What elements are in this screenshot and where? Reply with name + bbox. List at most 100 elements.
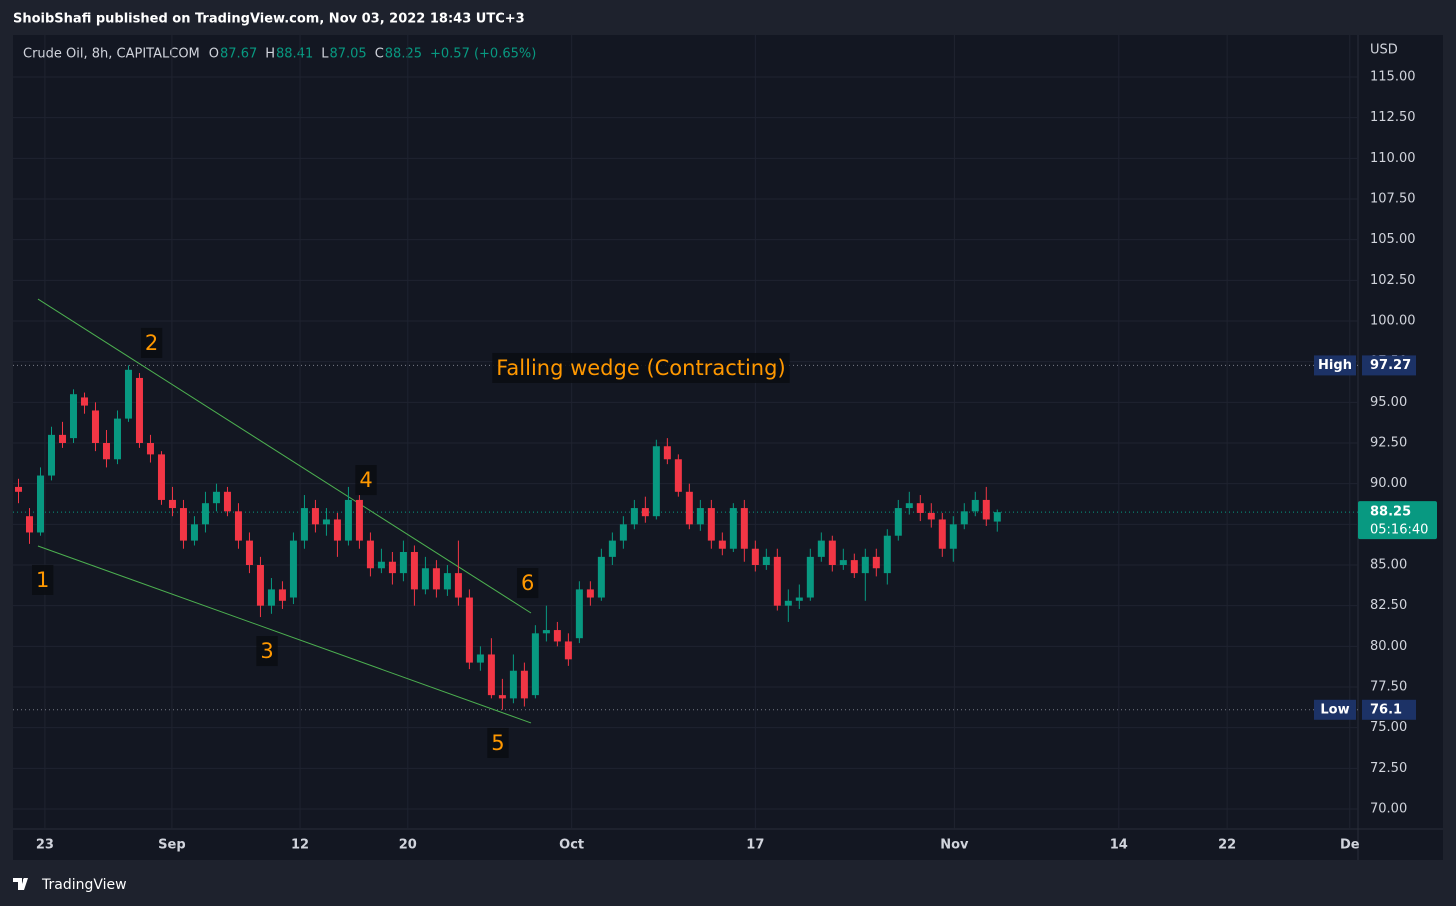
candle-body — [575, 589, 583, 639]
candle-body — [718, 540, 726, 549]
candle-body — [916, 503, 924, 513]
annotation: Falling wedge (Contracting) — [496, 356, 785, 380]
candle-body — [190, 524, 198, 541]
candle-body — [894, 508, 902, 536]
candle-body — [553, 630, 561, 642]
candle-body — [960, 511, 968, 525]
y-tick-label: 75.00 — [1370, 720, 1407, 735]
x-tick-label: 17 — [746, 838, 764, 853]
candle-body — [784, 600, 792, 606]
annotation-background — [492, 352, 790, 383]
y-tick-label: 115.00 — [1370, 70, 1416, 85]
candle-body — [619, 524, 627, 541]
candle-body — [399, 551, 407, 574]
x-tick-label: Sep — [158, 838, 186, 853]
low-tag — [1314, 699, 1356, 720]
candle-body — [212, 491, 220, 504]
candle-body — [586, 589, 594, 598]
candle-body — [498, 695, 506, 699]
y-tick-label: 95.00 — [1370, 395, 1407, 410]
candle-body — [333, 519, 341, 541]
candle-body — [355, 499, 363, 541]
candle-body — [179, 508, 187, 541]
candle-body — [674, 459, 682, 492]
y-tick-label: 90.00 — [1370, 476, 1407, 491]
candle-body — [311, 508, 319, 525]
header: ShoibShafi published on TradingView.com,… — [13, 12, 525, 27]
y-tick-label: 80.00 — [1370, 639, 1407, 654]
y-tick-label: 70.00 — [1370, 802, 1407, 817]
candle-body — [652, 446, 660, 517]
candle-body — [982, 499, 990, 520]
annotation: 2 — [145, 331, 158, 355]
annotation: 4 — [359, 468, 372, 492]
annotation-background — [355, 465, 377, 496]
last-price-tag — [1358, 501, 1437, 540]
candle-body — [795, 597, 803, 601]
candle-body — [927, 512, 935, 520]
y-tick-label: 110.00 — [1370, 151, 1416, 166]
x-tick-label: Oct — [559, 838, 584, 853]
candle-body — [938, 519, 946, 549]
candle-body — [509, 670, 517, 699]
candle-body — [597, 556, 605, 598]
brand-logo — [13, 878, 28, 890]
candle-body — [531, 633, 539, 696]
candle-body — [344, 499, 352, 541]
candle-body — [69, 394, 77, 439]
candle-body — [113, 418, 121, 460]
legend-field: O — [209, 47, 219, 62]
annotation: 6 — [521, 571, 534, 595]
candle-body — [234, 511, 242, 541]
trendline — [37, 298, 532, 614]
legend: Crude Oil, 8h, CAPITALCOM O 87.67 H 88.41 L 87… — [23, 47, 536, 62]
y-tick-label: 102.50 — [1370, 273, 1416, 288]
x-tick-label: 23 — [36, 838, 54, 853]
annotation-background — [256, 636, 278, 667]
candle-body — [641, 508, 649, 517]
candle-body — [421, 568, 429, 590]
annotation-background — [487, 727, 509, 758]
x-tick-label: Nov — [940, 838, 969, 853]
legend-field: H — [265, 47, 275, 62]
candle-body — [971, 499, 979, 512]
candle-body — [465, 597, 473, 663]
candle-body — [663, 446, 671, 460]
candle-body — [388, 561, 396, 574]
legend-symbol: Crude Oil, 8h, CAPITALCOM — [23, 47, 200, 62]
candle-body — [80, 397, 88, 406]
candle-body — [168, 499, 176, 509]
annotation: 5 — [491, 731, 504, 755]
annotation: 3 — [260, 639, 273, 663]
high-tag-label: High — [1318, 358, 1352, 373]
candle-body — [740, 508, 748, 549]
candle-body — [410, 551, 418, 590]
candle-body — [883, 535, 891, 574]
candle-body — [25, 516, 33, 533]
candle-body — [256, 565, 264, 606]
high-value-tag — [1362, 355, 1416, 376]
annotation: 1 — [36, 568, 49, 592]
candle-body — [542, 630, 550, 634]
candle-body — [47, 434, 55, 476]
candle-body — [729, 508, 737, 549]
x-tick-label: 12 — [291, 838, 309, 853]
candle-body — [949, 524, 957, 549]
y-tick-label: 72.50 — [1370, 761, 1407, 776]
x-tick-label: 20 — [399, 838, 417, 853]
last-price: 88.25 — [1370, 505, 1411, 520]
legend-value: 88.25 — [385, 47, 422, 62]
candle-body — [861, 556, 869, 574]
low-tag-label: Low — [1320, 702, 1349, 717]
candle-body — [762, 556, 770, 565]
trendline — [37, 545, 532, 724]
y-tick-label: 85.00 — [1370, 558, 1407, 573]
legend-value: 87.67 — [220, 47, 257, 62]
x-tick-label: De — [1340, 838, 1360, 853]
y-tick-label: 105.00 — [1370, 232, 1416, 247]
candle-body — [278, 589, 286, 601]
y-tick-label: 82.50 — [1370, 598, 1407, 613]
y-tick-label: 92.50 — [1370, 436, 1407, 451]
candle-body — [850, 560, 858, 574]
